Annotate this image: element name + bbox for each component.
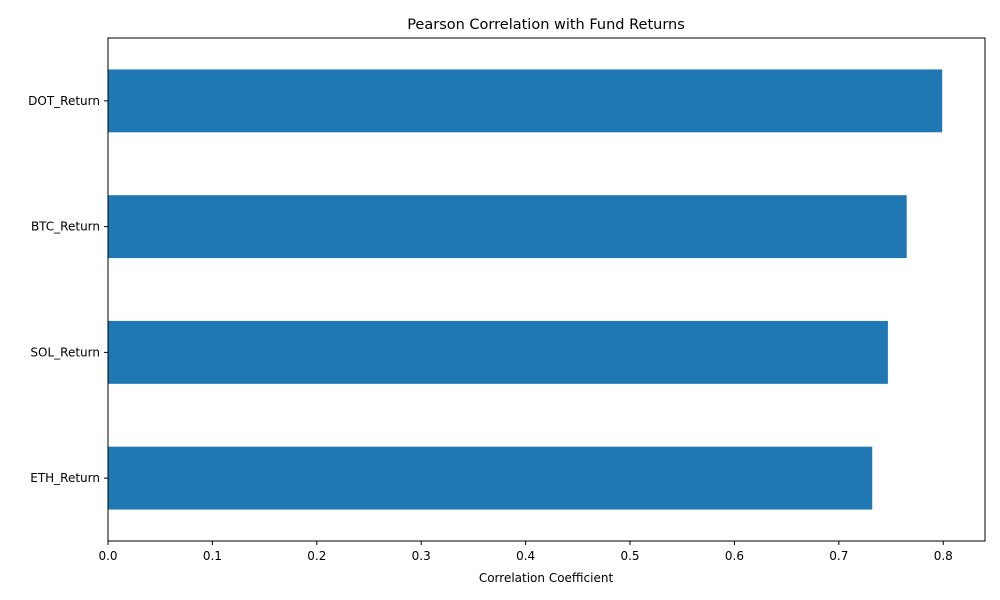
bar-eth-return [108, 446, 873, 510]
x-tick-label: 0.1 [203, 549, 222, 563]
y-tick-label: SOL_Return [30, 345, 100, 359]
bars-group [108, 69, 943, 510]
x-tick-label: 0.6 [725, 549, 744, 563]
bar-btc-return [108, 195, 907, 259]
x-tick-label: 0.2 [307, 549, 326, 563]
x-tick-label: 0.8 [934, 549, 953, 563]
x-tick-label: 0.3 [412, 549, 431, 563]
x-axis-ticks: 0.0 0.1 0.2 0.3 0.4 0.5 0.6 0.7 0.8 [98, 541, 953, 563]
y-tick-label: BTC_Return [31, 220, 100, 234]
x-axis-title: Correlation Coefficient [479, 571, 614, 585]
plot-frame [107, 37, 986, 542]
y-tick-label: ETH_Return [30, 471, 100, 485]
x-tick-label: 0.0 [98, 549, 117, 563]
bar-sol-return [108, 320, 888, 384]
y-axis-ticks: DOT_Return BTC_Return SOL_Return ETH_Return [28, 94, 108, 485]
chart-title: Pearson Correlation with Fund Returns [407, 17, 685, 33]
y-tick-label: DOT_Return [28, 94, 100, 108]
x-tick-label: 0.7 [829, 549, 848, 563]
x-tick-label: 0.5 [620, 549, 639, 563]
bar-dot-return [108, 69, 943, 133]
x-tick-label: 0.4 [516, 549, 535, 563]
